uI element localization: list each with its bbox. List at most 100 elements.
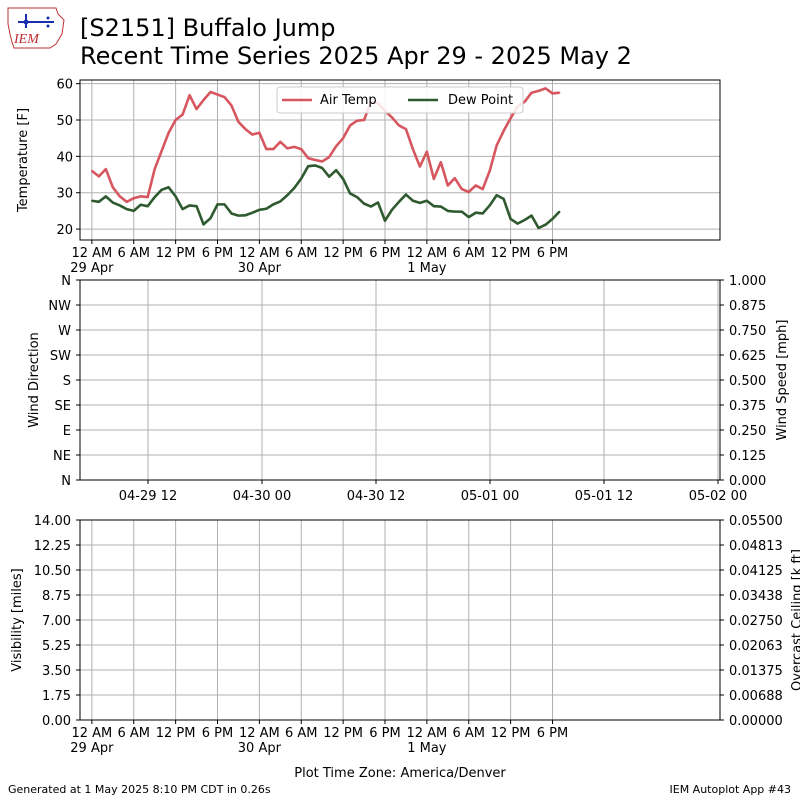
temp-xtick-label: 6 PM xyxy=(202,246,233,261)
visibility-tick-label: 14.00 xyxy=(34,514,71,529)
air-temp-point xyxy=(502,130,505,132)
vis-xtick-label: 6 PM xyxy=(537,726,568,741)
dew-point-point xyxy=(307,165,310,168)
vis-xtick-label: 12 AM xyxy=(71,726,112,741)
dew-point-point xyxy=(153,196,156,198)
ceiling-tick-label: 0.04125 xyxy=(729,564,783,579)
dew-point-point xyxy=(216,203,219,206)
dew-point-point xyxy=(97,200,100,203)
air-temp-point xyxy=(453,177,456,180)
vis-xtick-date: 30 Apr xyxy=(238,741,282,756)
air-temp-point xyxy=(558,91,561,94)
dew-point-point xyxy=(265,207,268,210)
dew-point-point xyxy=(118,204,121,207)
temp-xtick-label: 6 AM xyxy=(117,246,150,261)
generated-timestamp: Generated at 1 May 2025 8:10 PM CDT in 0… xyxy=(8,783,271,796)
wind-xtick-label: 04-29 12 xyxy=(119,489,177,504)
ceiling-tick-label: 0.00688 xyxy=(729,689,783,704)
air-temp-point xyxy=(265,148,268,150)
vis-xtick-label: 6 PM xyxy=(369,726,400,741)
dew-point-point xyxy=(146,205,149,208)
temp-ytick-label: 60 xyxy=(56,78,73,93)
dew-point-point xyxy=(181,208,184,210)
dew-point-point xyxy=(300,177,303,180)
vis-xtick-label: 6 AM xyxy=(117,726,150,741)
dew-point-point xyxy=(237,214,240,217)
visibility-tick-label: 5.25 xyxy=(42,639,71,654)
dew-point-point xyxy=(111,201,114,204)
chart-title: [S2151] Buffalo Jump xyxy=(80,14,336,42)
dew-point-point xyxy=(495,194,498,197)
air-temp-point xyxy=(460,188,463,190)
temp-ylabel: Temperature [F] xyxy=(16,108,31,213)
dew-point-point xyxy=(530,214,533,217)
air-temp-point xyxy=(432,178,435,180)
dew-point-point xyxy=(432,205,435,208)
dew-point-line xyxy=(91,164,561,230)
air-temp-point xyxy=(391,116,393,119)
dew-point-point xyxy=(139,203,142,206)
wind-speed-tick-label: 0.750 xyxy=(729,324,766,339)
wind-speed-tick-label: 0.625 xyxy=(729,349,766,364)
visibility-tick-label: 8.75 xyxy=(42,589,71,604)
wind-direction-tick-label: S xyxy=(63,374,71,389)
air-temp-line xyxy=(91,87,560,204)
air-temp-point xyxy=(439,161,442,164)
ceiling-tick-label: 0.04813 xyxy=(729,539,783,554)
wind-xtick-label: 05-01 00 xyxy=(461,489,519,504)
dew-point-point xyxy=(391,208,393,211)
air-temp-point xyxy=(356,119,358,122)
dew-point-point xyxy=(286,194,289,197)
temp-ytick-label: 40 xyxy=(56,150,73,165)
ceiling-tick-label: 0.02750 xyxy=(729,614,783,629)
visibility-tick-label: 7.00 xyxy=(42,614,71,629)
temp-xtick-label: 6 PM xyxy=(369,246,400,261)
dew-point-point xyxy=(342,178,345,180)
temp-xtick-label: 12 AM xyxy=(406,246,447,261)
wind-direction-tick-label: NE xyxy=(53,449,71,464)
dew-point-point xyxy=(481,212,484,215)
air-temp-point xyxy=(251,133,254,136)
time-zone-xlabel: Plot Time Zone: America/Denver xyxy=(294,766,506,781)
visibility-tick-label: 3.50 xyxy=(42,664,71,679)
dew-point-point xyxy=(453,210,456,213)
dew-point-point xyxy=(195,205,198,208)
ceiling-tick-label: 0.01375 xyxy=(729,664,783,679)
dew-point-point xyxy=(460,210,463,213)
temp-xtick-label: 6 AM xyxy=(452,246,485,261)
dew-point-point xyxy=(502,198,505,200)
air-temp-point xyxy=(104,168,107,170)
dew-point-point xyxy=(544,223,547,226)
wind-direction-tick-label: SW xyxy=(50,349,71,364)
dew-point-point xyxy=(377,201,379,204)
dew-point-point xyxy=(446,210,449,212)
air-temp-point xyxy=(286,147,289,150)
temp-xtick-label: 12 AM xyxy=(71,246,112,261)
wind-direction-tick-label: N xyxy=(61,474,71,489)
dew-point-point xyxy=(293,187,296,189)
wind-speed-tick-label: 0.000 xyxy=(729,474,766,489)
dew-point-point xyxy=(363,202,365,205)
air-temp-point xyxy=(342,137,345,140)
dew-point-point xyxy=(384,219,386,222)
legend-label-air-temp: Air Temp xyxy=(320,93,377,108)
dew-point-point xyxy=(321,167,324,169)
chart-subtitle: Recent Time Series 2025 Apr 29 - 2025 Ma… xyxy=(80,42,632,70)
air-temp-point xyxy=(474,184,477,187)
air-temp-point xyxy=(272,148,275,150)
wind-direction-tick-label: E xyxy=(63,424,71,439)
dew-point-point xyxy=(328,175,331,178)
wind-speed-tick-label: 0.875 xyxy=(729,299,766,314)
dew-point-point xyxy=(202,223,205,226)
air-temp-point xyxy=(398,124,400,127)
dew-point-point xyxy=(370,205,372,208)
vis-xtick-date: 1 May xyxy=(407,741,447,756)
dew-point-point xyxy=(439,205,442,208)
air-temp-point xyxy=(97,175,100,178)
legend-box xyxy=(276,86,524,114)
ceiling-tick-label: 0.05500 xyxy=(729,514,783,529)
wind-direction-tick-label: SE xyxy=(55,399,71,414)
temp-xtick-label: 6 AM xyxy=(285,246,318,261)
wind-speed-tick-label: 0.125 xyxy=(729,449,766,464)
dew-point-point xyxy=(160,188,163,191)
